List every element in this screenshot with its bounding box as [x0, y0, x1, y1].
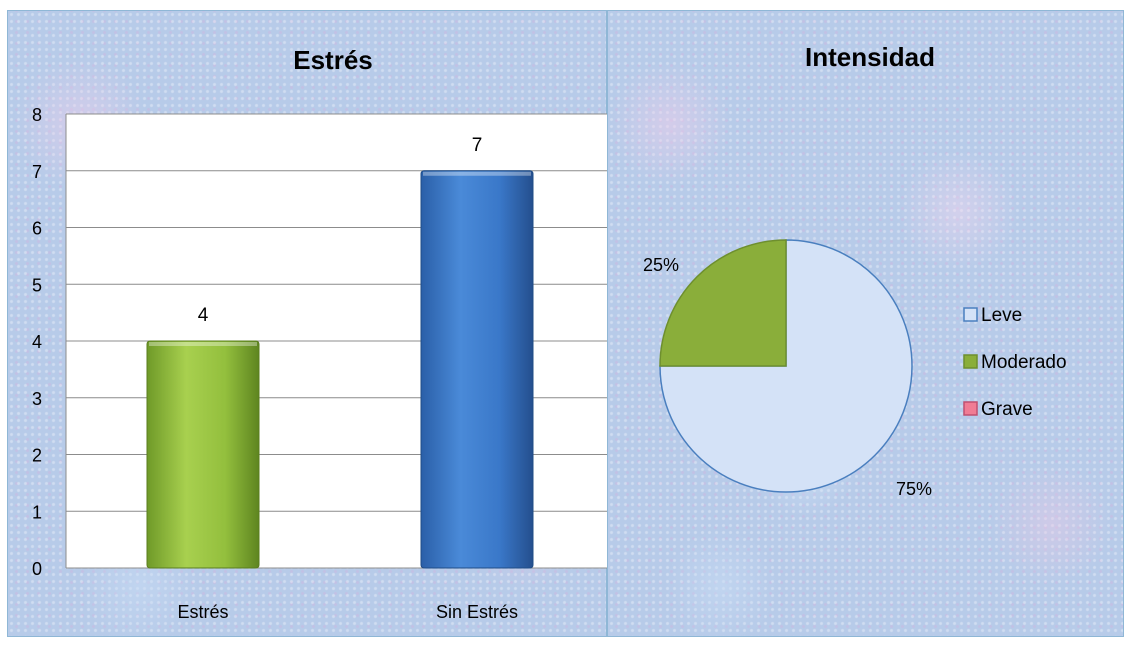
y-tick-label: 1 — [32, 502, 42, 522]
pie-slice-moderado — [659, 239, 787, 367]
bar-chart-title: Estrés — [293, 45, 373, 75]
bar-highlight — [423, 171, 531, 176]
legend[interactable]: Leve Moderado Grave — [963, 305, 1067, 420]
pie-data-labels: 75% 25% — [643, 255, 932, 499]
y-tick-label: 7 — [32, 162, 42, 182]
pie-value-label: 25% — [643, 255, 679, 275]
y-tick-label: 2 — [32, 446, 42, 466]
y-tick-label: 5 — [32, 275, 42, 295]
pie-chart-title: Intensidad — [805, 42, 935, 72]
legend-swatch-moderado — [963, 354, 978, 369]
pie-slices — [659, 239, 913, 493]
legend-swatch-leve — [963, 307, 978, 322]
pie-value-label: 75% — [896, 479, 932, 499]
bar-value-label: 7 — [472, 135, 483, 156]
bars — [146, 170, 534, 569]
y-tick-label: 0 — [32, 559, 42, 579]
y-axis: 0 1 2 3 4 5 6 7 8 — [32, 105, 42, 579]
x-axis: Estrés Sin Estrés — [177, 602, 518, 622]
bar-highlight — [149, 342, 257, 346]
legend-label[interactable]: Moderado — [981, 352, 1067, 373]
y-tick-label: 4 — [32, 332, 42, 352]
x-tick-label: Estrés — [177, 602, 228, 622]
legend-label[interactable]: Grave — [981, 399, 1033, 420]
x-tick-label: Sin Estrés — [436, 602, 518, 622]
y-tick-label: 8 — [32, 105, 42, 125]
pie-chart-panel: Intensidad 75% 25% Leve Moderado Grave — [607, 10, 1124, 637]
bar-value-label: 4 — [198, 305, 209, 326]
pie-chart: Intensidad 75% 25% Leve Moderado Grave — [643, 42, 1067, 499]
data-labels: 47 — [198, 135, 483, 326]
y-tick-label: 3 — [32, 389, 42, 409]
y-tick-label: 6 — [32, 219, 42, 239]
legend-label[interactable]: Leve — [981, 305, 1022, 326]
legend-swatch-grave — [963, 401, 978, 416]
pie-slice-leve — [659, 239, 913, 493]
bar-estres — [146, 340, 260, 569]
bar-sin-estres — [420, 170, 534, 569]
